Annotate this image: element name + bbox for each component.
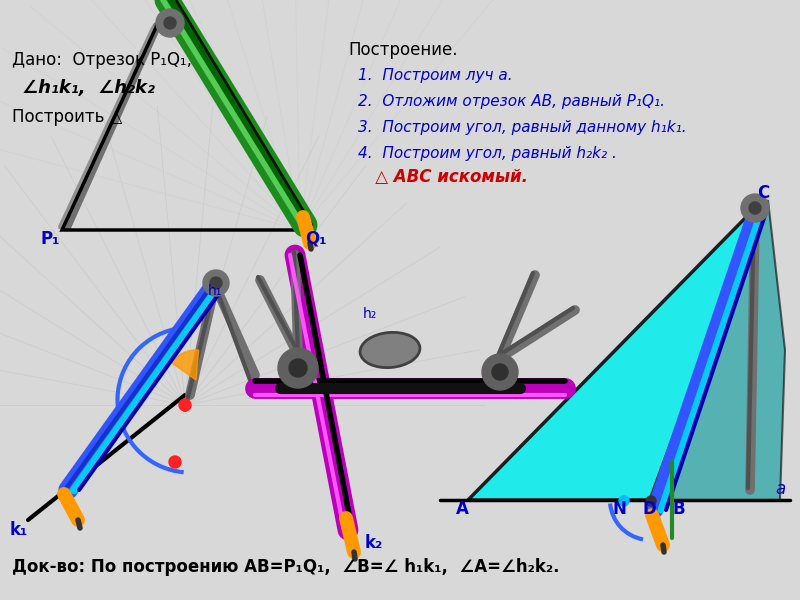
Circle shape [492, 364, 508, 380]
Text: 3.  Построим угол, равный данному h₁k₁.: 3. Построим угол, равный данному h₁k₁. [358, 120, 686, 135]
Text: D: D [643, 500, 657, 518]
Text: N: N [612, 500, 626, 518]
Circle shape [179, 399, 191, 411]
Ellipse shape [360, 332, 420, 368]
Text: Построить △: Построить △ [12, 108, 122, 126]
Polygon shape [468, 205, 758, 500]
Circle shape [646, 496, 656, 506]
Circle shape [619, 496, 629, 506]
Text: h₂: h₂ [363, 307, 378, 321]
Text: A: A [456, 500, 469, 518]
Circle shape [156, 9, 184, 37]
Text: 2.  Отложим отрезок AB, равный P₁Q₁.: 2. Отложим отрезок AB, равный P₁Q₁. [358, 94, 665, 109]
Circle shape [164, 17, 176, 29]
Polygon shape [650, 200, 785, 500]
Text: Док-во: По построению AB=P₁Q₁,  ∠B=∠ h₁k₁,  ∠A=∠h₂k₂.: Док-во: По построению AB=P₁Q₁, ∠B=∠ h₁k₁… [12, 558, 559, 576]
Text: C: C [757, 184, 770, 202]
Text: Построение.: Построение. [348, 41, 458, 59]
Circle shape [278, 348, 318, 388]
Text: B: B [672, 500, 685, 518]
Text: 4.  Построим угол, равный h₂k₂ .: 4. Построим угол, равный h₂k₂ . [358, 146, 617, 161]
Circle shape [169, 456, 181, 468]
Text: Q₁: Q₁ [305, 230, 326, 248]
Circle shape [482, 354, 518, 390]
Circle shape [210, 277, 222, 289]
Text: △ ABC искомый.: △ ABC искомый. [358, 168, 528, 186]
Text: a: a [775, 480, 786, 498]
Circle shape [749, 202, 761, 214]
Text: Дано:  Отрезок P₁Q₁,: Дано: Отрезок P₁Q₁, [12, 51, 192, 69]
Text: 1.  Построим луч a.: 1. Построим луч a. [358, 68, 513, 83]
Text: k₁: k₁ [10, 521, 28, 539]
Circle shape [203, 270, 229, 296]
Text: h₁: h₁ [208, 284, 222, 298]
Text: k₂: k₂ [365, 534, 383, 552]
Circle shape [289, 359, 307, 377]
Wedge shape [171, 350, 198, 380]
Circle shape [741, 194, 769, 222]
Text: P₁: P₁ [40, 230, 59, 248]
Text: ∠h₁k₁,  ∠h₂k₂: ∠h₁k₁, ∠h₂k₂ [22, 79, 155, 97]
